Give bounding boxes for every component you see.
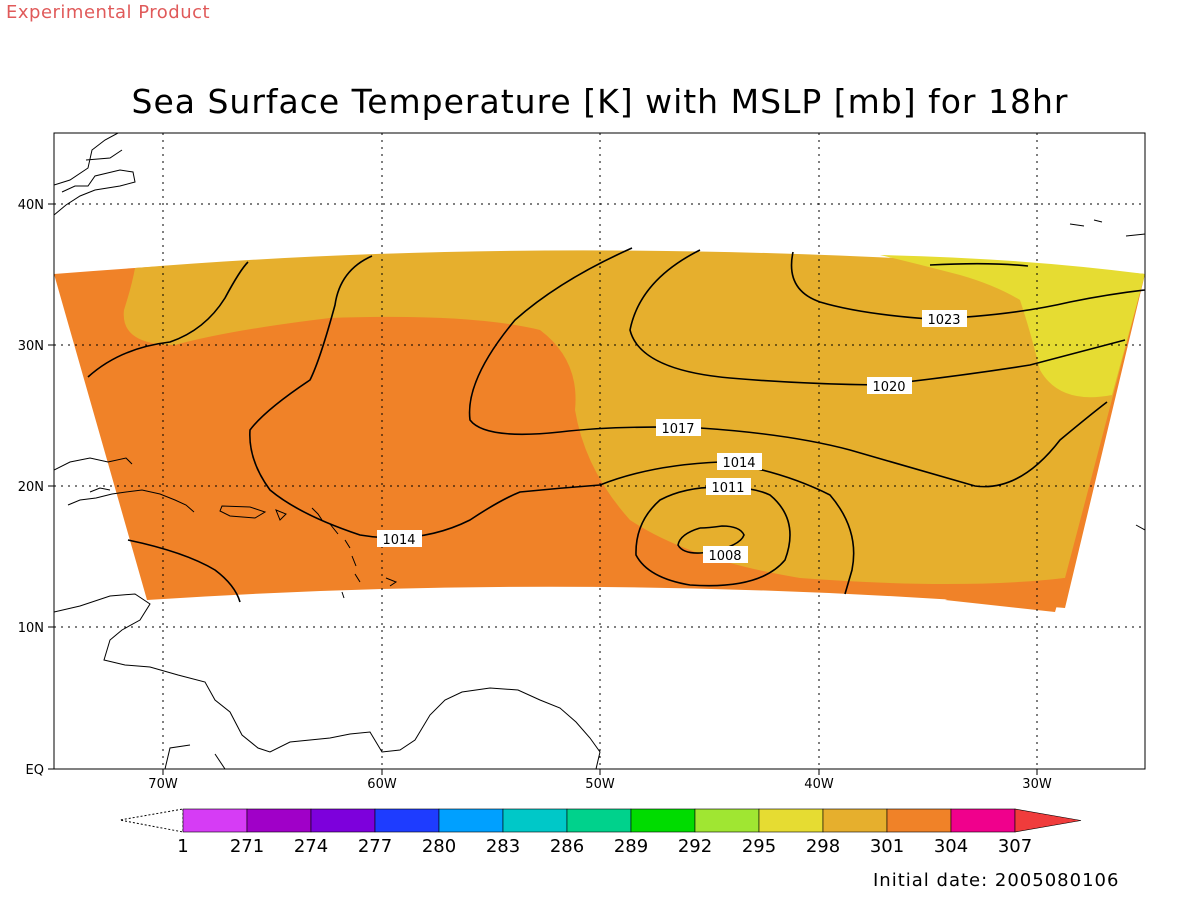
colorbar-label: 301: [870, 836, 904, 857]
colorbar-cell: [630, 808, 696, 833]
isobar-labels: 1023 1020 1017 1014 1014 1011 1008: [377, 310, 967, 564]
lat-label: 20N: [18, 480, 44, 495]
coastline-south-america: [54, 593, 601, 769]
colorbar: 1 271 274 277 280 283 286 289 292 295 298 301 304 307: [119, 808, 1082, 857]
isobar-label: 1020: [872, 380, 905, 395]
colorbar-cell: [822, 808, 888, 833]
isobar-label: 1017: [661, 422, 694, 437]
coastline-cuba: [54, 457, 133, 471]
sst-region-304-se: [945, 578, 1065, 612]
colorbar-cell: [182, 808, 248, 833]
colorbar-label: 292: [678, 836, 712, 857]
isobar-label: 1023: [927, 313, 960, 328]
colorbar-cells: [182, 808, 1082, 833]
colorbar-label: 1: [177, 836, 188, 857]
isobar-label: 1014: [722, 456, 755, 471]
colorbar-label: 280: [422, 836, 456, 857]
isobar-label: 1011: [711, 481, 744, 496]
colorbar-label: 286: [550, 836, 584, 857]
graticule: [54, 133, 1145, 769]
colorbar-label: 289: [614, 836, 648, 857]
sst-region-298: [880, 255, 1145, 398]
isobar-1014-south: [127, 539, 241, 603]
colorbar-cell: [374, 808, 440, 833]
isobar-1023-north: [929, 262, 1029, 267]
sst-field: [54, 250, 1145, 612]
lat-label: 30N: [18, 339, 44, 354]
colorbar-cell: [950, 808, 1016, 833]
isobar-label: 1014: [382, 533, 415, 548]
latitude-labels: 40N 30N 20N 10N EQ: [18, 198, 44, 778]
longitude-labels: 70W 60W 50W 40W 30W: [148, 777, 1052, 792]
lon-label: 30W: [1022, 777, 1052, 792]
lat-label: 10N: [18, 621, 44, 636]
lon-label: 60W: [367, 777, 397, 792]
isobar-1020: [629, 249, 1126, 386]
colorbar-label: 271: [230, 836, 264, 857]
coastline-north-america: [54, 133, 136, 216]
lat-label: 40N: [18, 198, 44, 213]
colorbar-cell: [566, 808, 632, 833]
isobar-1017-west: [87, 261, 249, 378]
colorbar-label: 277: [358, 836, 392, 857]
colorbar-cell: [886, 808, 952, 833]
colorbar-cell: [310, 808, 376, 833]
axis-ticks: [48, 203, 1038, 775]
coastline-antilles: [67, 487, 398, 599]
colorbar-label: 298: [806, 836, 840, 857]
isobar-1008: [677, 525, 745, 554]
colorbar-label: 295: [742, 836, 776, 857]
isobar-1011: [635, 486, 791, 587]
colorbar-label: 307: [998, 836, 1032, 857]
lat-label: EQ: [26, 763, 44, 778]
colorbar-cell: [438, 808, 504, 833]
colorbar-cell: [502, 808, 568, 833]
coastline-ne-islands: [1069, 219, 1145, 531]
experimental-product-label: Experimental Product: [6, 2, 211, 23]
lon-label: 70W: [148, 777, 178, 792]
colorbar-labels: 1 271 274 277 280 283 286 289 292 295 298 301 304 307: [177, 836, 1032, 857]
colorbar-label: 283: [486, 836, 520, 857]
colorbar-cell: [758, 808, 824, 833]
plot-title: Sea Surface Temperature [K] with MSLP [m…: [131, 82, 1069, 121]
colorbar-cell: [246, 808, 312, 833]
colorbar-label: 274: [294, 836, 328, 857]
colorbar-cell: [694, 808, 760, 833]
coastlines: [54, 133, 1145, 769]
initial-date: Initial date: 2005080106: [873, 870, 1120, 891]
isobar-label: 1008: [708, 549, 741, 564]
colorbar-left-arrow: [119, 808, 184, 833]
colorbar-label: 304: [934, 836, 968, 857]
colorbar-right-arrow: [1014, 808, 1082, 833]
sst-region-301: [123, 250, 1145, 584]
lon-label: 50W: [585, 777, 615, 792]
lon-label: 40W: [804, 777, 834, 792]
